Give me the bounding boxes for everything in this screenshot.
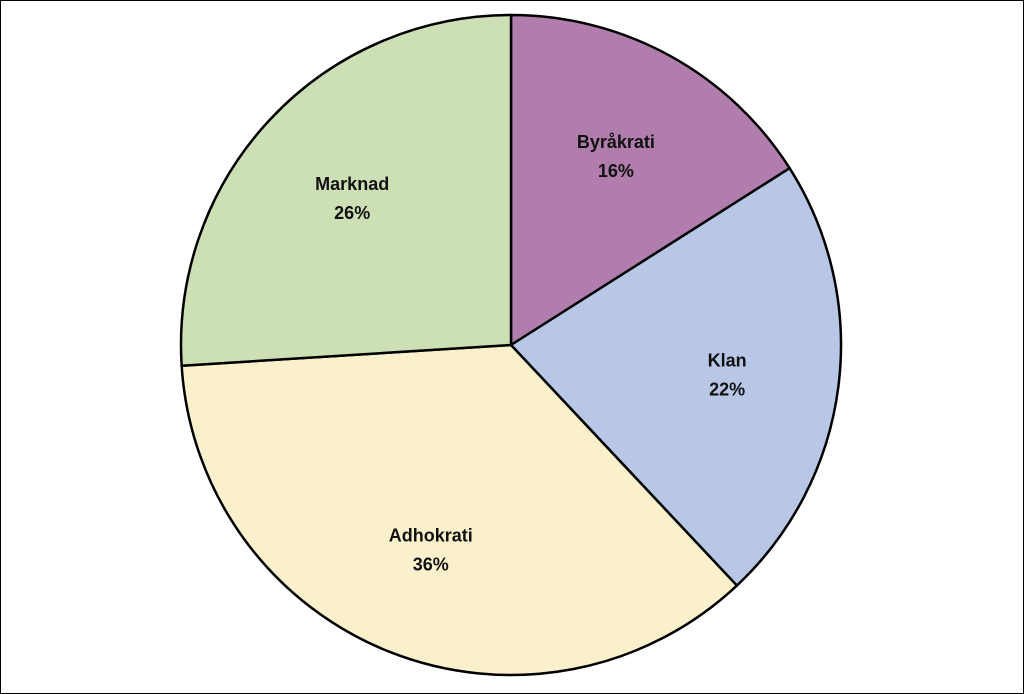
slice-label-marknad: Marknad 26% bbox=[315, 174, 389, 223]
pie-slice-adhokrati bbox=[180, 343, 739, 677]
pie-slices bbox=[179, 13, 843, 677]
slice-percent: 22% bbox=[709, 379, 745, 399]
pie-labels: Byråkrati 16% Klan 22% Adhokrati 36% Marknad 26… bbox=[315, 132, 746, 574]
slice-percent: 36% bbox=[413, 555, 449, 575]
slice-label-adhokrati: Adhokrati 36% bbox=[389, 526, 473, 575]
slice-name: Adhokrati bbox=[389, 526, 473, 546]
pie-slice-byråkrati bbox=[509, 13, 791, 347]
slice-name: Marknad bbox=[315, 174, 389, 194]
pie-slice-marknad bbox=[179, 13, 513, 367]
slice-percent: 16% bbox=[598, 161, 634, 181]
slice-name: Byråkrati bbox=[577, 132, 655, 152]
slice-label-klan: Klan 22% bbox=[708, 350, 747, 399]
slice-name: Klan bbox=[708, 350, 747, 370]
pie-slice-klan bbox=[509, 166, 843, 587]
slice-label-byråkrati: Byråkrati 16% bbox=[577, 132, 655, 181]
slice-percent: 26% bbox=[334, 203, 370, 223]
